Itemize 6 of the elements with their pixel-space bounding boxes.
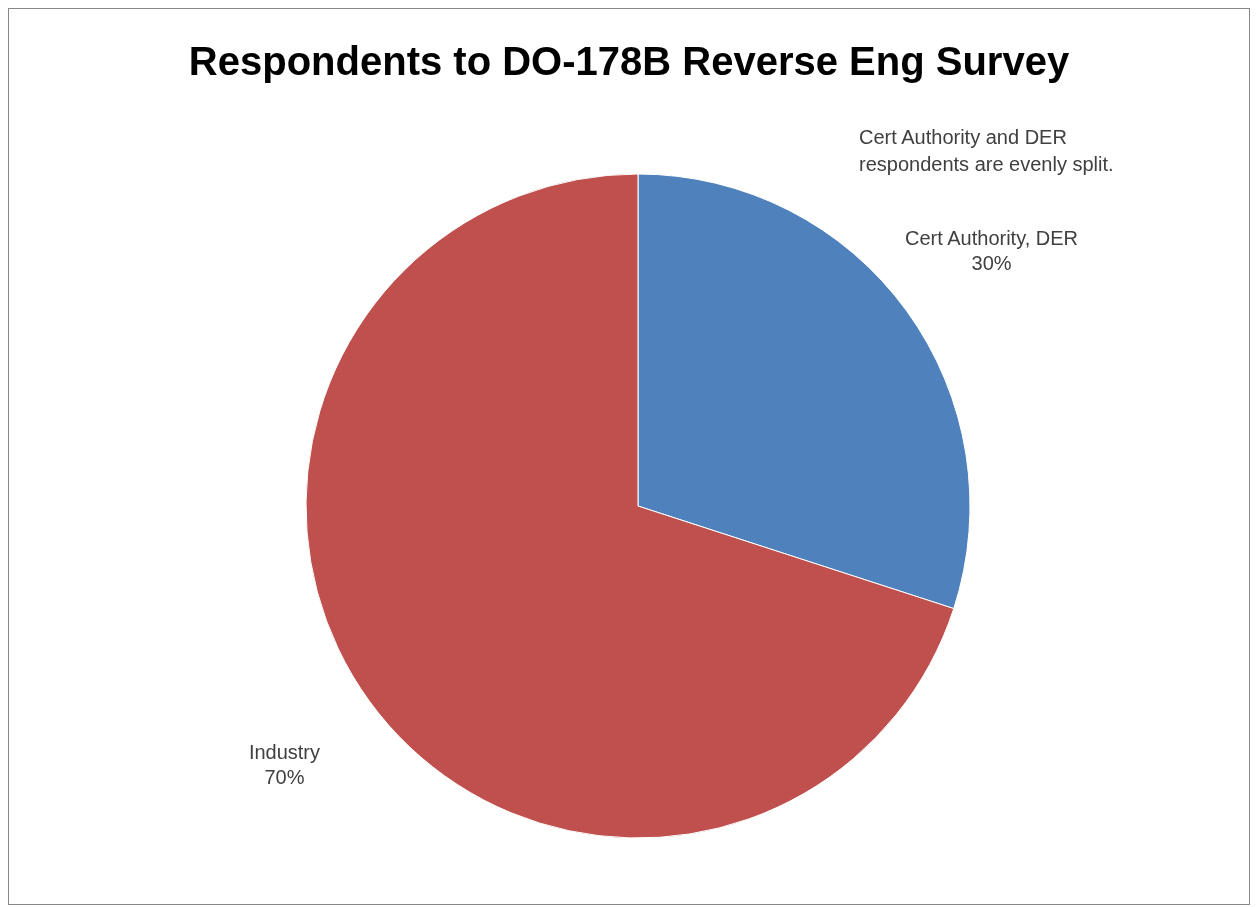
slice-label: Industry [248,740,321,763]
chart-title: Respondents to DO-178B Reverse Eng Survey [187,39,1071,84]
data-label: 30% [971,252,1012,275]
slice-label: Cert Authority, DER [905,227,1079,250]
text: Cert Authority and DER respondents are evenly split. [859,125,1115,177]
data-label: 70% [264,765,305,788]
